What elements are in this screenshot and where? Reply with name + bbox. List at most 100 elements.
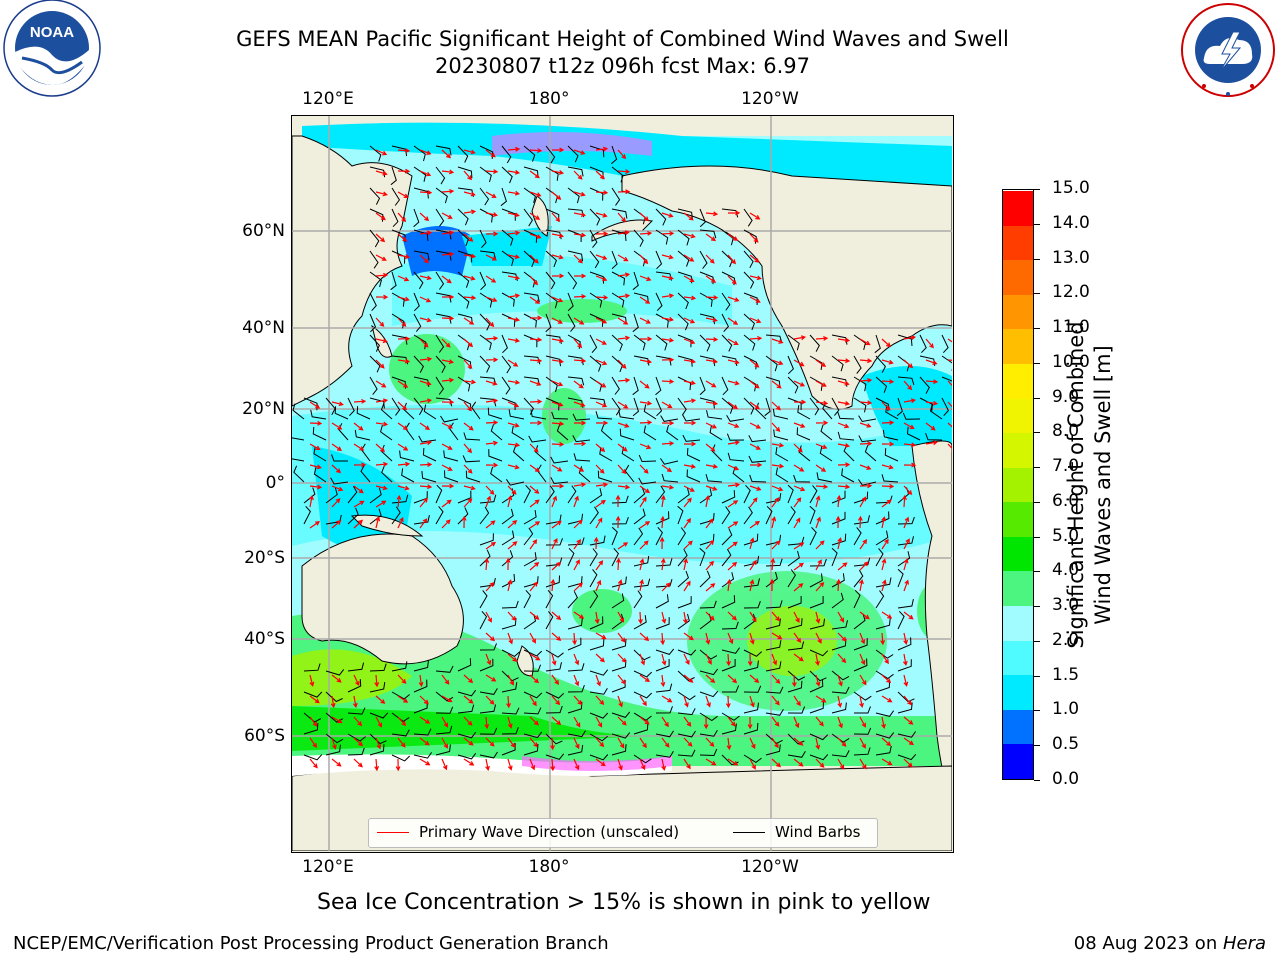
wind-barb — [567, 730, 586, 738]
wind-barb — [699, 600, 717, 609]
wave-direction-arrow — [551, 537, 558, 550]
colorbar-segment — [1003, 744, 1033, 779]
wave-direction-arrow — [551, 441, 565, 447]
lon-label-top-120e: 120°E — [302, 89, 354, 109]
wind-barb — [413, 679, 428, 693]
wave-direction-arrow — [573, 191, 586, 197]
wind-barb — [567, 313, 576, 332]
wave-direction-arrow — [529, 443, 539, 453]
wind-barb — [941, 376, 953, 382]
wave-direction-arrow — [837, 358, 851, 364]
wind-barb — [347, 662, 365, 672]
wave-direction-arrow — [375, 737, 382, 750]
wave-direction-arrow — [463, 401, 472, 412]
wind-barb — [479, 590, 488, 609]
wind-barb — [655, 376, 662, 396]
colorbar-tick-label: 0.0 — [1052, 769, 1080, 789]
wind-barb — [545, 250, 557, 268]
wind-barb — [490, 466, 503, 483]
wind-barb — [618, 409, 635, 420]
wind-barb — [699, 397, 715, 409]
wind-barb — [787, 397, 802, 410]
wave-direction-arrow — [529, 632, 536, 644]
svg-text:NOAA: NOAA — [30, 24, 74, 41]
wind-barb — [331, 454, 348, 462]
nws-logo — [1176, 0, 1280, 100]
wind-barb — [699, 355, 716, 367]
wave-direction-arrow — [573, 674, 580, 687]
wind-barb — [655, 485, 666, 504]
wave-direction-arrow — [727, 233, 739, 241]
wave-direction-arrow — [661, 357, 675, 363]
wave-direction-arrow — [815, 400, 829, 406]
wind-barb — [589, 733, 608, 742]
wind-barb — [523, 691, 543, 699]
wave-direction-arrow — [683, 632, 694, 641]
wave-direction-arrow — [682, 611, 688, 625]
wind-barb — [677, 292, 689, 310]
wind-barb — [787, 733, 805, 745]
wave-direction-arrow — [881, 401, 891, 411]
wind-barb — [666, 424, 679, 441]
wave-direction-arrow — [419, 189, 433, 195]
wave-direction-arrow — [441, 377, 455, 383]
wind-barb — [881, 474, 899, 483]
wave-direction-arrow — [419, 462, 433, 468]
wave-direction-arrow — [463, 758, 475, 766]
wind-barb — [413, 514, 430, 525]
wave-direction-arrow — [749, 335, 763, 341]
wave-direction-arrow — [749, 422, 762, 429]
wave-direction-arrow — [705, 653, 712, 665]
wind-barb — [501, 682, 518, 693]
wind-barb — [857, 479, 877, 486]
wind-barb — [797, 405, 811, 420]
wind-barb — [809, 334, 820, 352]
wave-direction-arrow — [859, 400, 873, 406]
wind-barb — [638, 454, 657, 463]
wind-barb — [765, 640, 782, 651]
wave-direction-arrow — [595, 517, 603, 529]
colorbar-segment — [1003, 536, 1033, 572]
wave-direction-arrow — [617, 422, 630, 428]
wind-barb — [457, 490, 472, 504]
wave-direction-arrow — [485, 212, 499, 217]
wave-direction-arrow — [617, 443, 628, 452]
wind-barb — [567, 637, 582, 651]
wave-direction-arrow — [484, 716, 490, 730]
wave-direction-arrow — [507, 495, 513, 508]
wind-barb — [853, 557, 871, 567]
wave-direction-arrow — [397, 485, 410, 491]
wave-direction-arrow — [683, 254, 695, 262]
wave-direction-arrow — [705, 443, 716, 452]
wind-barb — [699, 748, 718, 757]
wind-barb — [589, 687, 608, 695]
wave-direction-arrow — [529, 148, 543, 153]
wave-direction-arrow — [573, 294, 587, 299]
wind-barb — [941, 334, 949, 354]
wind-barb — [699, 208, 706, 228]
wave-direction-arrow — [903, 442, 917, 448]
wave-direction-arrow — [859, 695, 864, 709]
wave-direction-arrow — [573, 149, 586, 155]
wave-direction-arrow — [441, 251, 455, 257]
wave-direction-arrow — [507, 401, 520, 408]
wave-direction-arrow — [859, 483, 873, 489]
wave-direction-arrow — [859, 496, 866, 508]
lon-label-bottom-180: 180° — [528, 857, 570, 877]
wave-direction-arrow — [727, 674, 738, 684]
wind-barb — [551, 411, 569, 420]
wave-direction-arrow — [815, 581, 825, 592]
wave-direction-arrow — [683, 674, 694, 683]
wind-barb — [611, 517, 629, 525]
wave-direction-arrow — [837, 443, 851, 448]
wave-direction-arrow — [529, 399, 543, 405]
wave-direction-arrow — [309, 494, 314, 508]
wave-direction-arrow — [881, 379, 895, 385]
wind-barb — [661, 473, 679, 483]
wave-direction-arrow — [551, 401, 564, 407]
wind-barb — [501, 208, 516, 221]
wind-barb — [523, 271, 536, 288]
wave-direction-arrow — [375, 233, 386, 243]
wind-barb — [479, 610, 488, 630]
wave-direction-arrow — [529, 315, 543, 321]
